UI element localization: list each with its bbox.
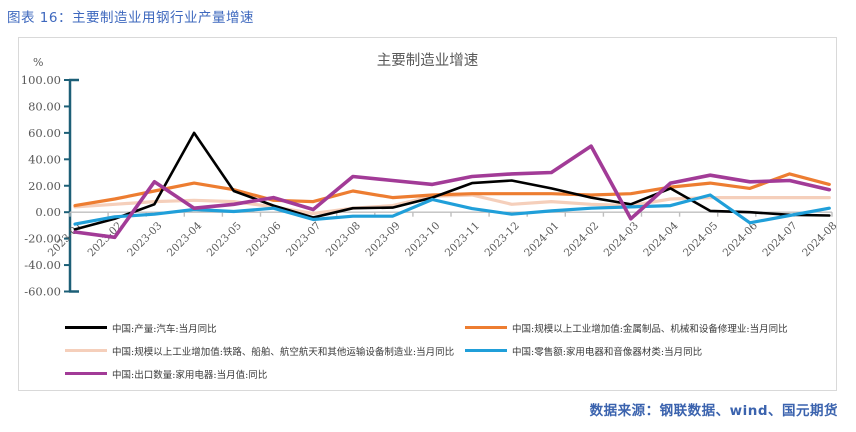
x-axis-tick-label: 2024-07 xyxy=(760,220,799,259)
legend-marker xyxy=(65,349,107,352)
legend-item: 中国:出口数量:家用电器:当月值:同比 xyxy=(65,362,465,385)
data-series-1 xyxy=(73,172,831,208)
x-axis-tick-label: 2024-08 xyxy=(800,220,837,259)
legend-marker xyxy=(465,349,507,352)
y-axis-tick-label: 20.00 xyxy=(28,179,61,193)
x-axis-tick-label: 2023-06 xyxy=(244,220,284,260)
x-axis-tick-label: 2023-12 xyxy=(482,220,521,259)
x-axis-tick-label: 2023-08 xyxy=(324,220,363,259)
y-axis-tick-label: 40.00 xyxy=(28,152,61,166)
y-axis-unit-label: % xyxy=(33,56,43,69)
legend-column-left: 中国:产量:汽车:当月同比中国:规模以上工业增加值:铁路、船舶、航空航天和其他运… xyxy=(65,316,465,385)
legend-marker xyxy=(465,326,507,329)
x-axis-tick-label: 2023-11 xyxy=(443,220,482,259)
x-axis-tick-label: 2023-04 xyxy=(165,220,205,260)
legend-label: 中国:零售额:家用电器和音像器材类:当月同比 xyxy=(512,346,703,358)
legend-item: 中国:产量:汽车:当月同比 xyxy=(65,316,465,339)
legend-marker xyxy=(65,326,107,329)
x-axis-tick-label: 2024-04 xyxy=(641,220,681,260)
x-axis-tick-label: 2024-03 xyxy=(602,220,641,259)
y-axis-tick-label: -60.00 xyxy=(24,285,61,299)
chart-title: 主要制造业增速 xyxy=(376,53,479,69)
y-axis-tick-label: 100.00 xyxy=(21,73,61,87)
data-series-3 xyxy=(73,193,831,226)
y-axis-tick-label: -40.00 xyxy=(24,258,61,272)
legend-label: 中国:规模以上工业增加值:铁路、船舶、航空航天和其他运输设备制造业:当月同比 xyxy=(112,346,455,358)
data-series-4 xyxy=(73,144,832,240)
legend-label: 中国:产量:汽车:当月同比 xyxy=(112,323,217,335)
x-axis-tick-label: 2023-10 xyxy=(403,220,442,259)
x-axis-tick-label: 2023-03 xyxy=(125,220,164,259)
x-axis-tick-label: 2024-02 xyxy=(562,220,601,259)
x-axis-tick-label: 2024-01 xyxy=(522,220,561,259)
x-axis-tick-label: 2024-05 xyxy=(681,220,720,259)
x-axis-tick-label: 2024-06 xyxy=(721,220,761,260)
legend-item: 中国:规模以上工业增加值:金属制品、机械和设备修理业:当月同比 xyxy=(465,316,835,339)
y-axis-tick-label: 0.00 xyxy=(35,205,61,219)
x-axis-tick-label: 2023-05 xyxy=(205,220,244,259)
legend-label: 中国:规模以上工业增加值:金属制品、机械和设备修理业:当月同比 xyxy=(512,323,788,335)
legend-marker xyxy=(65,372,107,375)
data-source: 数据来源：钢联数据、wind、国元期货 xyxy=(589,403,838,419)
plot-area: % 100.00 80.00 60.00 40.00 20.00 0.00 -20.00 -40… xyxy=(21,56,837,299)
legend-column-right: 中国:规模以上工业增加值:金属制品、机械和设备修理业:当月同比 中国:零售额:家用… xyxy=(465,316,835,362)
x-axis-tick-label: 2023-07 xyxy=(284,220,323,259)
legend-item: 中国:规模以上工业增加值:铁路、船舶、航空航天和其他运输设备制造业:当月同比 xyxy=(65,339,465,362)
legend-label: 中国:出口数量:家用电器:当月值:同比 xyxy=(112,369,268,381)
legend-item: 中国:零售额:家用电器和音像器材类:当月同比 xyxy=(465,339,835,362)
y-axis-tick-label: 60.00 xyxy=(28,126,61,140)
x-axis-tick-label: 2023-09 xyxy=(363,220,402,259)
y-axis-tick-label: -20.00 xyxy=(24,232,61,246)
data-series-0 xyxy=(73,131,831,231)
chart: % 100.00 80.00 60.00 40.00 20.00 0.00 -20.00 -40… xyxy=(18,37,837,391)
figure-caption: 图表 16：主要制造业用钢行业产量增速 xyxy=(7,10,254,26)
y-axis-tick-label: 80.00 xyxy=(28,99,61,113)
